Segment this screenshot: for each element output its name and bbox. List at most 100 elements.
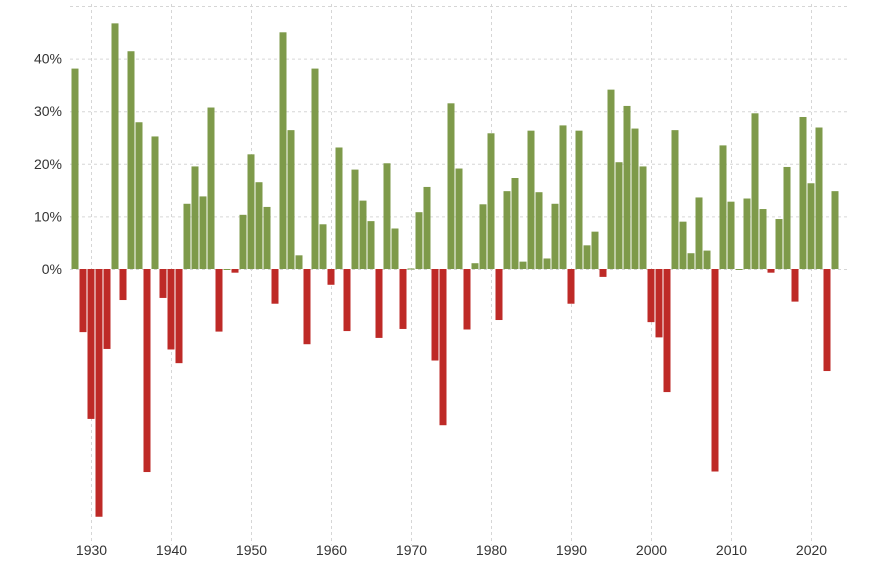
bar (759, 209, 767, 269)
bar (487, 133, 495, 269)
bar (399, 269, 407, 329)
bar (199, 196, 207, 269)
bar (135, 122, 143, 269)
bar (647, 269, 655, 323)
bar (95, 269, 103, 517)
bar (551, 203, 559, 269)
bar (463, 269, 471, 330)
bar (559, 125, 567, 270)
bar (71, 68, 79, 269)
bar (287, 130, 295, 269)
bar (295, 255, 303, 269)
bar (607, 89, 615, 269)
bar (471, 263, 479, 269)
bar (567, 269, 575, 304)
bar (831, 191, 839, 269)
bar (175, 269, 183, 364)
bar (183, 203, 191, 269)
bar (727, 201, 735, 269)
bar (511, 178, 519, 269)
bar (575, 130, 583, 269)
bar (375, 269, 383, 338)
bar (791, 269, 799, 302)
bar (719, 145, 727, 269)
bar (815, 127, 823, 269)
bar (671, 130, 679, 269)
x-tick-label: 1980 (476, 542, 507, 558)
bar (455, 168, 463, 269)
x-tick-label: 1940 (156, 542, 187, 558)
bar (151, 136, 159, 269)
bar (543, 258, 551, 269)
bar (111, 23, 119, 269)
bar (631, 128, 639, 269)
bar (823, 269, 831, 372)
bar (799, 116, 807, 270)
bar (503, 191, 511, 269)
x-tick-label: 1960 (316, 542, 347, 558)
bar (311, 68, 319, 269)
x-tick-label: 2000 (636, 542, 667, 558)
x-tick-label: 2010 (716, 542, 747, 558)
bar (535, 192, 543, 269)
x-tick-label: 1970 (396, 542, 427, 558)
x-tick-label: 1930 (76, 542, 107, 558)
bar (519, 261, 527, 269)
bar (279, 32, 287, 269)
bar (783, 166, 791, 269)
y-tick-label: 20% (34, 156, 62, 172)
x-axis-ticks: 1930 1940 1950 1960 1970 1980 1990 2000 2010 2020 (76, 542, 827, 558)
x-tick-label: 1950 (236, 542, 267, 558)
x-tick-label: 1990 (556, 542, 587, 558)
y-tick-label: 0% (42, 261, 62, 277)
gridlines (70, 4, 848, 545)
bar (735, 269, 743, 270)
bar (303, 269, 311, 345)
bar (247, 154, 255, 269)
bar (159, 269, 167, 298)
bar (591, 231, 599, 269)
bar (711, 269, 719, 472)
y-tick-label: 10% (34, 208, 62, 224)
bar (527, 130, 535, 269)
bar (479, 204, 487, 269)
bar (319, 224, 327, 269)
bar (623, 105, 631, 269)
bar (351, 169, 359, 269)
bar (407, 268, 415, 270)
bar (343, 269, 351, 332)
bar (215, 269, 223, 332)
bar (103, 269, 111, 349)
bar (695, 197, 703, 269)
bar (367, 221, 375, 269)
bars (71, 23, 839, 517)
bar (431, 269, 439, 361)
bar (655, 269, 663, 338)
bar (687, 253, 695, 269)
bar (231, 269, 239, 273)
bar (87, 269, 95, 419)
bar (223, 269, 231, 270)
x-tick-label: 2020 (796, 542, 827, 558)
y-tick-label: 30% (34, 103, 62, 119)
bar (239, 214, 247, 269)
bar (423, 186, 431, 269)
bar (119, 269, 127, 301)
bar (191, 166, 199, 269)
y-tick-label: 40% (34, 51, 62, 67)
bar (255, 182, 263, 269)
bar (679, 221, 687, 269)
bar (207, 107, 215, 270)
bar (495, 269, 503, 321)
bar (663, 269, 671, 393)
bar (447, 103, 455, 269)
bar (383, 163, 391, 269)
bar (327, 269, 335, 285)
y-axis-ticks: 0% 10% 20% 30% 40% (34, 51, 62, 277)
bar (359, 200, 367, 269)
bar (599, 269, 607, 277)
bar (615, 162, 623, 269)
bar (335, 147, 343, 269)
